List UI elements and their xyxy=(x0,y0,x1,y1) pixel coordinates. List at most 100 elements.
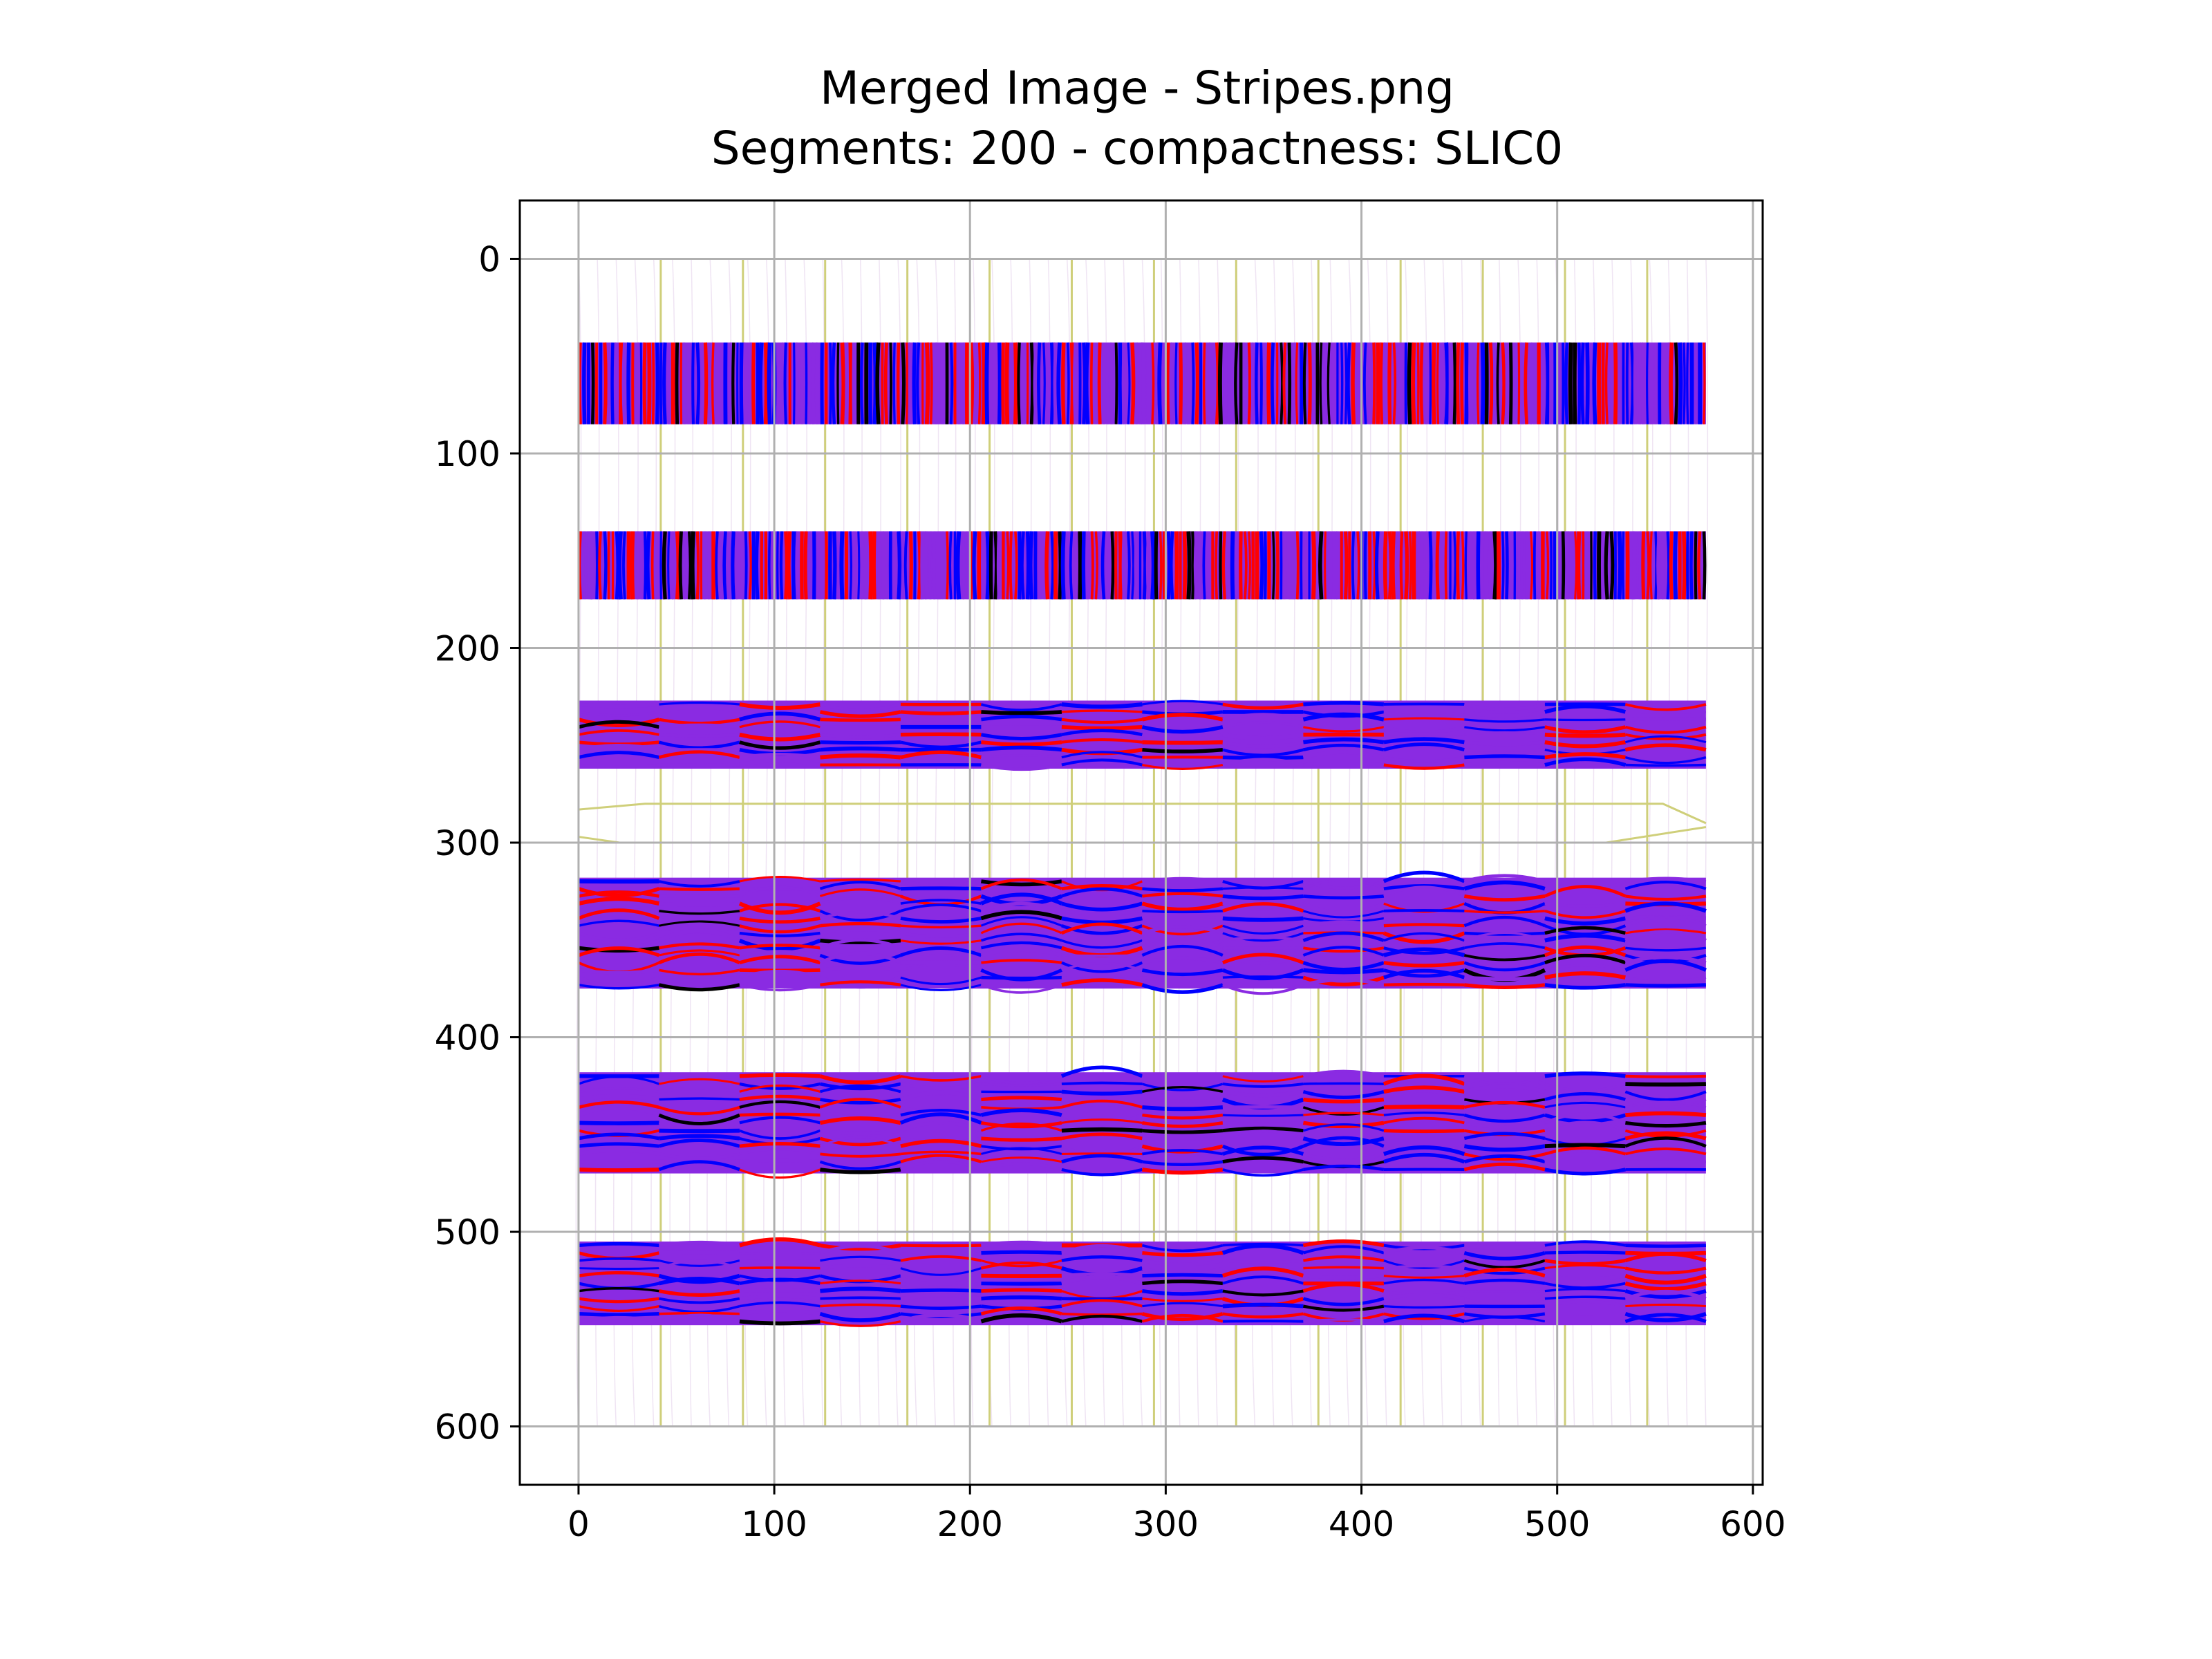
flow-line xyxy=(900,1255,982,1262)
flow-line xyxy=(1463,932,1546,942)
flow-line xyxy=(1061,962,1143,971)
flow-line xyxy=(1646,342,1649,424)
x-tick-label: 500 xyxy=(1524,1504,1590,1544)
flow-line xyxy=(1464,1315,1546,1323)
flow-line xyxy=(1221,968,1304,981)
flow-line xyxy=(1162,531,1166,600)
flow-line xyxy=(1544,1300,1626,1308)
flow-line xyxy=(1169,531,1174,600)
flow-line xyxy=(1452,342,1457,424)
flow-line xyxy=(1222,902,1304,911)
flow-line xyxy=(607,342,611,424)
flow-line xyxy=(1625,877,1707,883)
flow-line xyxy=(1683,342,1686,424)
flow-line xyxy=(839,531,845,600)
flow-line xyxy=(1529,531,1534,600)
flow-line xyxy=(1283,531,1287,600)
flow-line xyxy=(577,1105,660,1117)
flow-line xyxy=(1383,968,1465,978)
flow-line xyxy=(1069,531,1074,600)
flow-line xyxy=(900,1154,982,1163)
flow-line xyxy=(1383,968,1465,980)
flow-line xyxy=(578,1287,659,1293)
flow-line xyxy=(981,1250,1062,1255)
flow-line xyxy=(1638,531,1642,600)
flow-line xyxy=(900,886,982,891)
flow-line xyxy=(1050,531,1055,600)
flow-line xyxy=(1221,531,1226,600)
flow-line xyxy=(936,342,941,424)
flow-line xyxy=(1463,954,1546,962)
flow-line xyxy=(1476,531,1481,600)
flow-line xyxy=(1061,1272,1143,1278)
flow-line xyxy=(860,531,864,600)
flow-line xyxy=(962,342,966,424)
flow-line xyxy=(1141,1082,1224,1091)
flow-line xyxy=(1141,983,1224,994)
flow-line xyxy=(1544,909,1626,919)
flow-line xyxy=(1374,531,1380,600)
flow-line xyxy=(1121,342,1126,424)
flow-line xyxy=(1702,531,1707,600)
flow-line xyxy=(900,1150,982,1156)
flow-line xyxy=(1464,531,1468,600)
flow-line xyxy=(980,941,1062,950)
flow-line xyxy=(900,984,982,991)
flow-line xyxy=(1419,342,1424,424)
flow-line xyxy=(1463,1162,1546,1172)
flow-line xyxy=(1061,702,1143,709)
flow-line xyxy=(1656,531,1662,600)
flow-line xyxy=(1577,342,1582,424)
flow-line xyxy=(819,1136,901,1147)
flow-line xyxy=(659,723,740,729)
flow-line xyxy=(819,938,901,950)
flow-line xyxy=(1383,1112,1465,1116)
flow-line xyxy=(1222,932,1304,942)
flow-line xyxy=(1302,712,1385,722)
flow-line xyxy=(1060,922,1143,935)
flow-line xyxy=(1436,342,1440,424)
flow-line xyxy=(1069,342,1075,424)
flow-line xyxy=(678,531,683,600)
flow-line xyxy=(1509,531,1514,600)
flow-line xyxy=(783,342,787,424)
flow-line xyxy=(617,531,623,600)
flow-line xyxy=(1463,1268,1546,1278)
flow-line xyxy=(578,1241,659,1248)
flow-line xyxy=(1295,531,1300,600)
flow-line xyxy=(900,740,982,749)
flow-line xyxy=(1303,1255,1385,1262)
flow-line xyxy=(578,1132,659,1141)
flow-line xyxy=(969,342,975,424)
flow-line xyxy=(1544,971,1626,980)
flow-line xyxy=(844,342,850,424)
flow-line xyxy=(1210,342,1215,424)
flow-line xyxy=(700,342,704,424)
flow-line xyxy=(1311,531,1317,600)
flow-line xyxy=(1383,737,1465,744)
flow-line xyxy=(578,751,660,760)
flow-line xyxy=(1625,1121,1707,1128)
flow-line xyxy=(1066,342,1070,424)
flow-line xyxy=(1387,342,1392,424)
flow-line xyxy=(1013,342,1018,424)
flow-line xyxy=(1215,531,1219,600)
flow-line xyxy=(1391,531,1396,600)
flow-line xyxy=(1544,704,1627,714)
flow-line xyxy=(1291,342,1296,424)
flow-line xyxy=(1625,717,1707,722)
flow-line xyxy=(1318,531,1324,600)
flow-line xyxy=(1383,885,1465,898)
flow-line xyxy=(863,531,869,600)
flow-line xyxy=(819,975,902,989)
flow-line xyxy=(1624,959,1707,972)
flow-line xyxy=(1162,342,1166,424)
flow-line xyxy=(1141,956,1224,964)
flow-line xyxy=(1222,902,1304,913)
flow-line xyxy=(1166,531,1172,600)
flow-line xyxy=(980,932,1062,942)
flow-line xyxy=(1624,1266,1707,1275)
flow-line xyxy=(1142,1086,1224,1094)
flow-line xyxy=(1221,1266,1304,1278)
flow-line xyxy=(1625,983,1707,988)
